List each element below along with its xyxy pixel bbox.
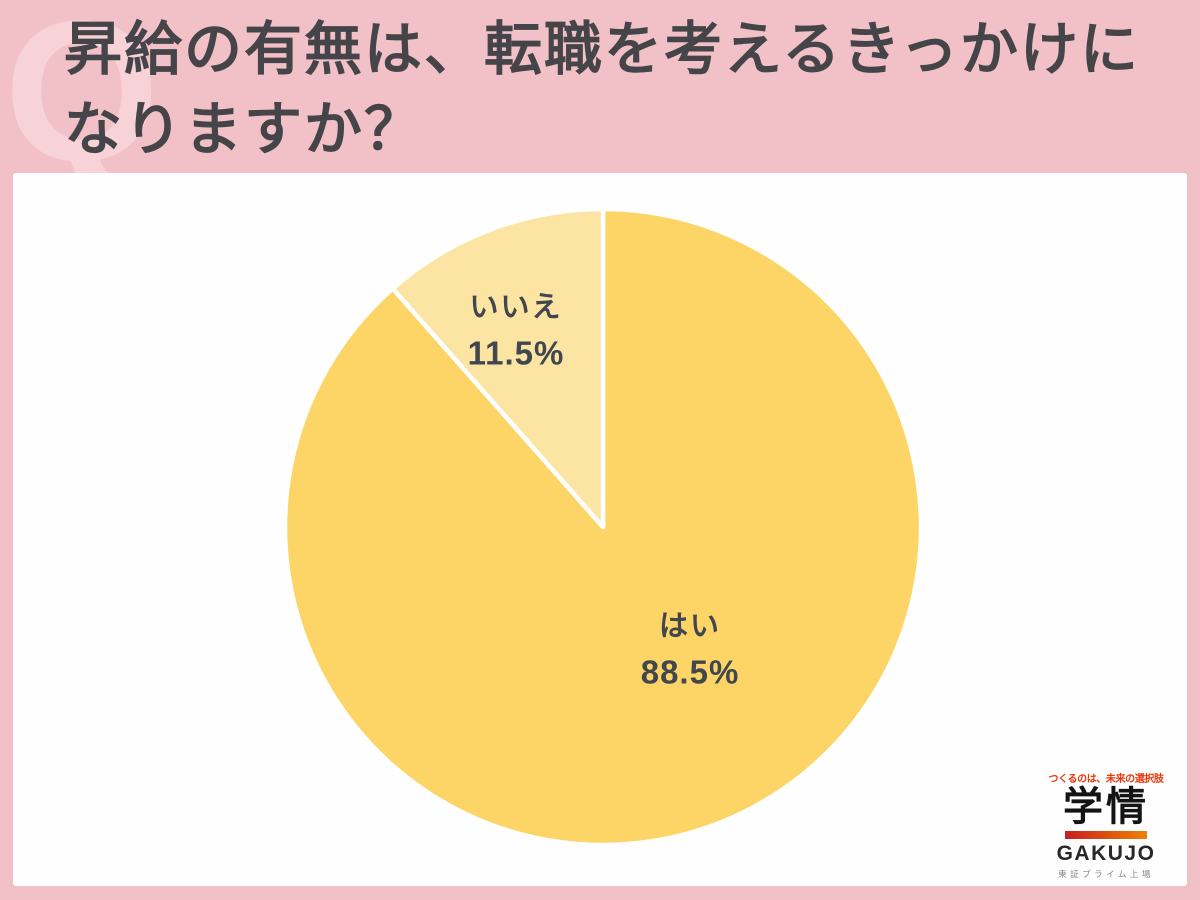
logo-listing-text: 東証プライム上場 (1058, 869, 1154, 879)
pie-label-no-text: いいえ (469, 291, 563, 324)
pie-label-yes-value: 88.5% (640, 653, 740, 691)
chart-card: いいえ 11.5% はい 88.5% つくるのは、未来の選択肢 学情 GAKUJ… (13, 173, 1187, 886)
pie-label-yes-text: はい (658, 610, 722, 643)
gakujo-logo: つくるのは、未来の選択肢 学情 GAKUJO 東証プライム上場 (1041, 770, 1171, 880)
pie-label-no: いいえ 11.5% (468, 284, 565, 373)
page-title-line1: 昇給の有無は、転職を考えるきっかけに (64, 17, 1140, 82)
pie-slice-no (390, 206, 606, 530)
logo-brand-kanji: 学情 (1063, 784, 1149, 829)
logo-tagline: つくるのは、未来の選択肢 (1048, 773, 1164, 785)
pie-chart-svg (282, 206, 924, 848)
logo-gradient-bar (1065, 830, 1147, 839)
pie-label-yes: はい 88.5% (641, 603, 740, 692)
logo-brand-roman: GAKUJO (1056, 841, 1156, 865)
page-title: 昇給の有無は、転職を考えるきっかけに なりますか？ (64, 10, 1184, 170)
page-title-line2: なりますか？ (64, 97, 425, 162)
q-watermark: Q (4, 0, 160, 203)
pie-label-no-value: 11.5% (467, 334, 565, 372)
